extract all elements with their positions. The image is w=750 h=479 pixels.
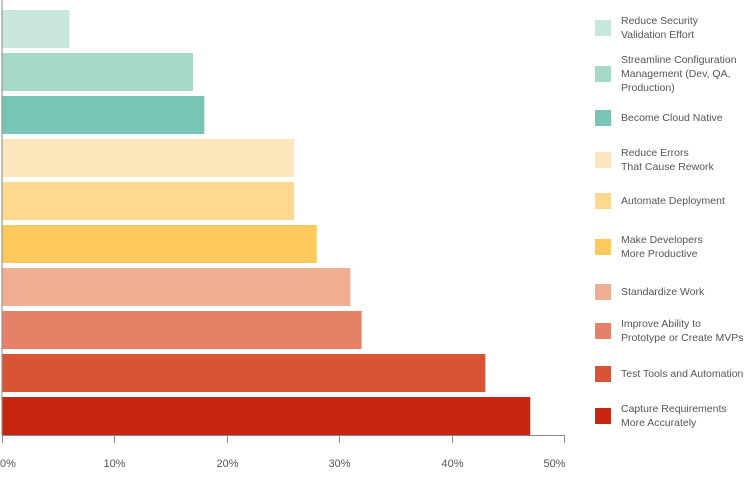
bar-5 (2, 225, 317, 263)
legend-swatch-9 (595, 408, 611, 424)
legend-label-3: Reduce Errors That Cause Rework (621, 147, 714, 173)
x-tick-label-1: 10% (103, 458, 125, 470)
chart-legend: Reduce Security Validation Effort Streaml… (595, 0, 750, 479)
legend-item-3: Reduce Errors That Cause Rework (595, 146, 750, 174)
legend-item-1: Streamline Configuration Management (Dev… (595, 53, 750, 95)
legend-label-5: Make Developers More Productive (621, 234, 703, 260)
x-tick-label-2: 20% (216, 458, 238, 470)
legend-item-7: Improve Ability to Prototype or Create M… (595, 317, 750, 345)
bar-4 (2, 182, 295, 220)
x-tick-label-4: 40% (441, 458, 463, 470)
legend-item-2: Become Cloud Native (595, 110, 750, 126)
legend-item-8: Test Tools and Automation (595, 366, 750, 382)
legend-swatch-7 (595, 323, 611, 339)
legend-item-6: Standardize Work (595, 284, 750, 300)
bar-1 (2, 53, 194, 91)
bar-6 (2, 268, 351, 306)
legend-swatch-4 (595, 193, 611, 209)
legend-swatch-0 (595, 20, 611, 36)
legend-swatch-8 (595, 366, 611, 382)
legend-label-1: Streamline Configuration Management (Dev… (621, 54, 737, 94)
legend-label-8: Test Tools and Automation (621, 368, 744, 380)
legend-label-6: Standardize Work (621, 286, 705, 298)
bar-8 (2, 354, 486, 392)
legend-swatch-5 (595, 239, 611, 255)
legend-swatch-2 (595, 110, 611, 126)
legend-label-4: Automate Deployment (621, 195, 725, 207)
legend-swatch-6 (595, 284, 611, 300)
x-tick-label-5: 50% (543, 458, 565, 470)
legend-item-0: Reduce Security Validation Effort (595, 14, 750, 42)
legend-item-5: Make Developers More Productive (595, 233, 750, 261)
legend-swatch-1 (595, 66, 611, 82)
legend-item-9: Capture Requirements More Accurately (595, 402, 750, 430)
legend-swatch-3 (595, 152, 611, 168)
x-tick-label-3: 30% (328, 458, 350, 470)
bar-chart: 0% 10% 20% 30% 40% 50% (0, 0, 566, 470)
legend-item-4: Automate Deployment (595, 193, 750, 209)
x-tick-label-0: 0% (0, 458, 16, 470)
legend-label-7: Improve Ability to Prototype or Create M… (621, 318, 744, 344)
legend-label-9: Capture Requirements More Accurately (621, 403, 727, 429)
legend-label-2: Become Cloud Native (621, 112, 723, 124)
bar-0 (2, 10, 70, 48)
bar-9 (2, 397, 531, 435)
bar-7 (2, 311, 362, 349)
legend-label-0: Reduce Security Validation Effort (621, 15, 699, 41)
bar-3 (2, 139, 295, 177)
bar-2 (2, 96, 205, 134)
